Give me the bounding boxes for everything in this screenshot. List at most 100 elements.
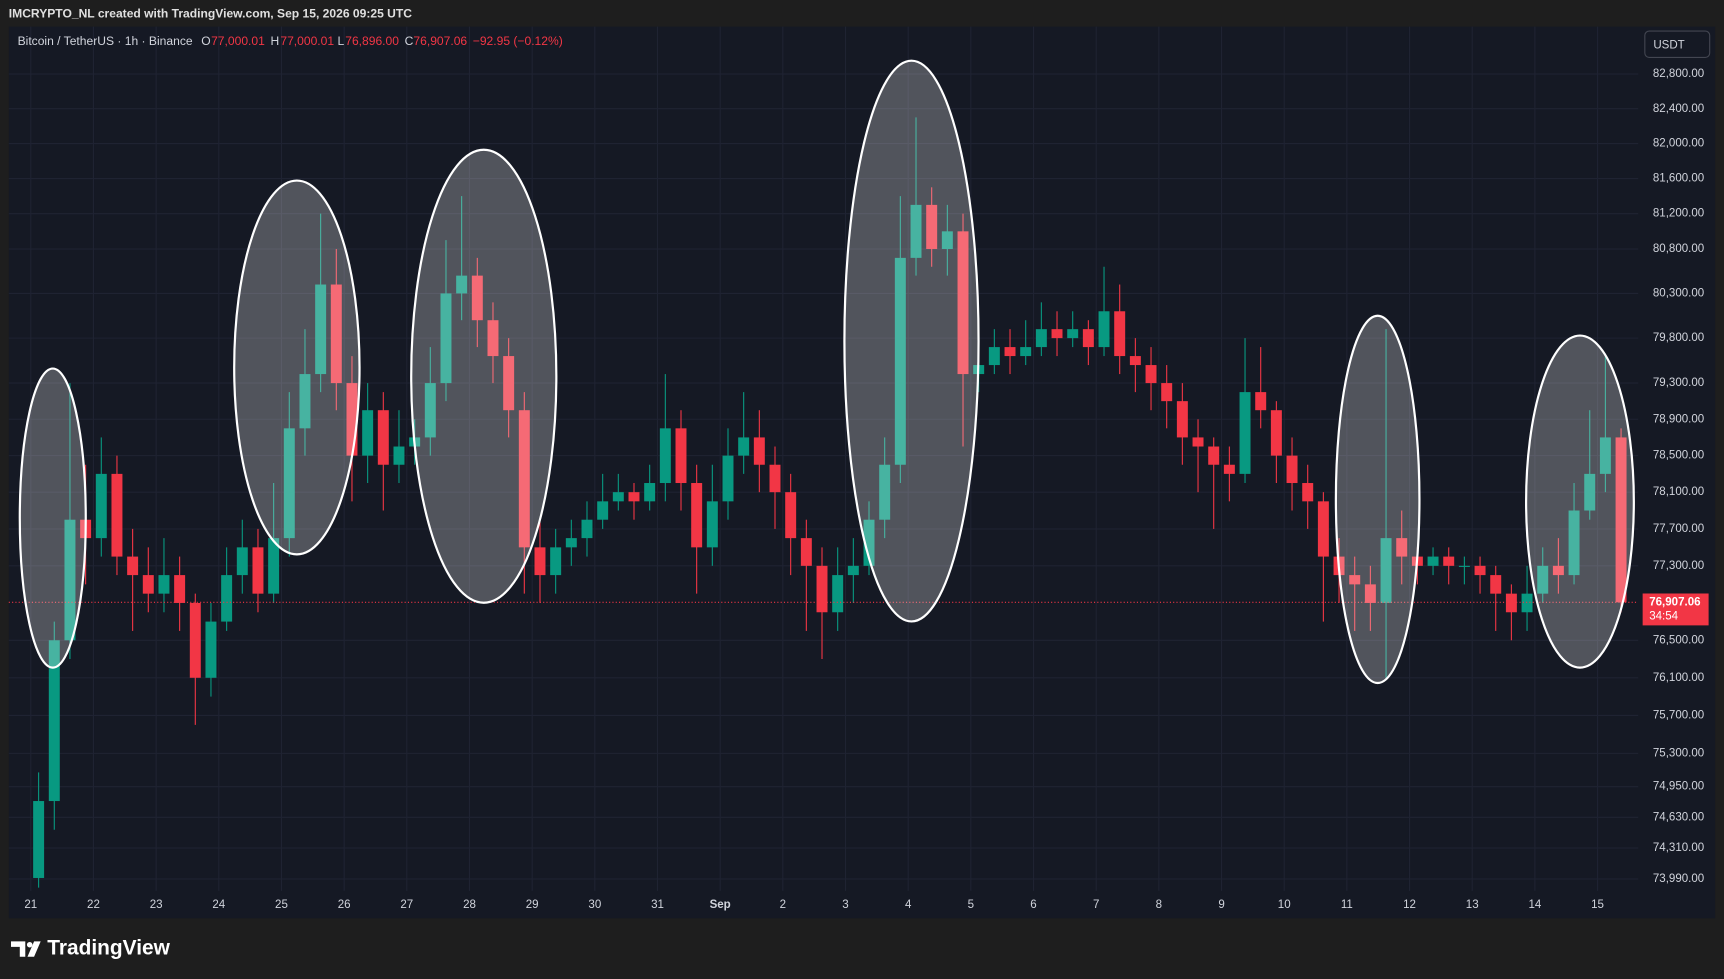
brand-name: TradingView	[47, 937, 170, 960]
candle-body	[377, 410, 389, 465]
candle-body	[471, 275, 483, 321]
y-tick-label: 79,300.00	[1653, 377, 1704, 389]
candle-body	[1145, 365, 1157, 384]
candle-body	[1129, 356, 1141, 366]
countdown: 34:54	[1649, 611, 1678, 623]
candle-body	[1568, 510, 1580, 576]
annotations	[18, 59, 1635, 685]
x-tick-label: 7	[1093, 899, 1099, 911]
candle-body	[1176, 401, 1188, 438]
currency-button[interactable]	[1644, 30, 1711, 58]
candle-body	[1270, 410, 1282, 456]
candle-body	[111, 473, 123, 557]
candle-body	[691, 483, 703, 548]
grid	[8, 26, 1639, 891]
y-tick-label: 74,630.00	[1653, 811, 1704, 823]
x-tick-label: 11	[1341, 899, 1353, 911]
y-tick-label: 82,000.00	[1653, 138, 1704, 150]
candle-body	[424, 383, 436, 438]
y-tick-label: 73,990.00	[1653, 873, 1704, 885]
candle-body	[221, 575, 233, 622]
candle-body	[1584, 473, 1596, 511]
candle-body	[800, 538, 812, 566]
candle-body	[189, 602, 201, 678]
close: 76,907.06	[413, 34, 467, 48]
candle-body	[48, 640, 60, 802]
x-tick-label: 10	[1278, 899, 1291, 911]
candle-body	[362, 410, 374, 456]
y-tick-label: 77,700.00	[1653, 523, 1704, 535]
candle-body	[659, 428, 671, 484]
x-tick-label: Sep	[710, 899, 731, 911]
candle-body	[268, 538, 280, 594]
y-tick-label: 78,100.00	[1653, 486, 1704, 498]
open: 77,000.01	[211, 34, 265, 48]
y-tick-label: 80,300.00	[1653, 287, 1704, 299]
x-tick-label: 14	[1528, 899, 1541, 911]
o-label: O	[201, 34, 210, 48]
candle-body	[534, 547, 546, 576]
candle-body	[440, 293, 452, 384]
candle-body	[1537, 565, 1549, 594]
candle-body	[1161, 383, 1173, 402]
candle-body	[941, 231, 953, 250]
candle-body	[346, 383, 358, 456]
candle-body	[1302, 483, 1314, 502]
candle-body	[1474, 565, 1486, 576]
plot	[8, 117, 1639, 888]
y-tick-label: 75,700.00	[1653, 710, 1704, 722]
brand: TradingView	[10, 937, 171, 960]
candle-body	[1599, 437, 1611, 474]
x-tick-label: 21	[24, 899, 37, 911]
brand-logo-dot	[26, 941, 33, 948]
x-tick-label: 31	[651, 899, 664, 911]
y-tick-label: 82,400.00	[1653, 103, 1704, 115]
y-tick-label: 78,500.00	[1653, 450, 1704, 462]
candle-body	[1098, 311, 1110, 348]
candle-body	[252, 547, 264, 594]
candle-body	[64, 519, 76, 641]
candle-body	[1615, 437, 1627, 603]
y-tick-label: 81,200.00	[1653, 208, 1704, 220]
y-tick-label: 80,800.00	[1653, 243, 1704, 255]
x-tick-label: 12	[1403, 899, 1416, 911]
candle-body	[753, 437, 765, 465]
candle-body	[1020, 347, 1032, 357]
candle-body	[894, 257, 906, 465]
ellipse	[1524, 334, 1635, 669]
x-tick-label: 2	[780, 899, 786, 911]
candle-body	[832, 575, 844, 613]
candle-body	[487, 320, 499, 357]
candle-body	[518, 410, 530, 548]
candle-body	[1192, 437, 1204, 447]
candle-body	[1082, 329, 1094, 348]
candle-body	[1286, 455, 1298, 484]
candle-body	[142, 575, 154, 594]
high: 77,000.01	[280, 34, 334, 48]
c-label: C	[405, 34, 414, 48]
y-tick-label: 77,300.00	[1653, 560, 1704, 572]
candle-body	[1443, 556, 1455, 566]
ellipse	[233, 179, 361, 556]
candle-body	[95, 473, 107, 539]
currency[interactable]: USDT	[1653, 39, 1684, 51]
candle-body	[1004, 347, 1016, 357]
candle-body	[785, 492, 797, 539]
candle-body	[1521, 593, 1533, 613]
x-tick-label: 15	[1591, 899, 1604, 911]
candle-body	[879, 464, 891, 520]
last-price-label: 76,907.06	[1649, 596, 1700, 608]
candle-body	[910, 204, 922, 258]
candle-body	[988, 347, 1000, 366]
x-tick-label: 28	[463, 899, 476, 911]
candle-body	[957, 231, 969, 375]
candle-body	[612, 492, 624, 502]
x-tick-label: 9	[1218, 899, 1224, 911]
ellipse	[843, 59, 980, 623]
x-tick-label: 25	[275, 899, 288, 911]
legend: Bitcoin / TetherUS · 1h · Binance O 77,0…	[18, 34, 563, 48]
candle-body	[1035, 329, 1047, 348]
y-tick-label: 79,800.00	[1653, 332, 1704, 344]
candle-body	[236, 547, 248, 576]
y-tick-label: 76,500.00	[1653, 634, 1704, 646]
